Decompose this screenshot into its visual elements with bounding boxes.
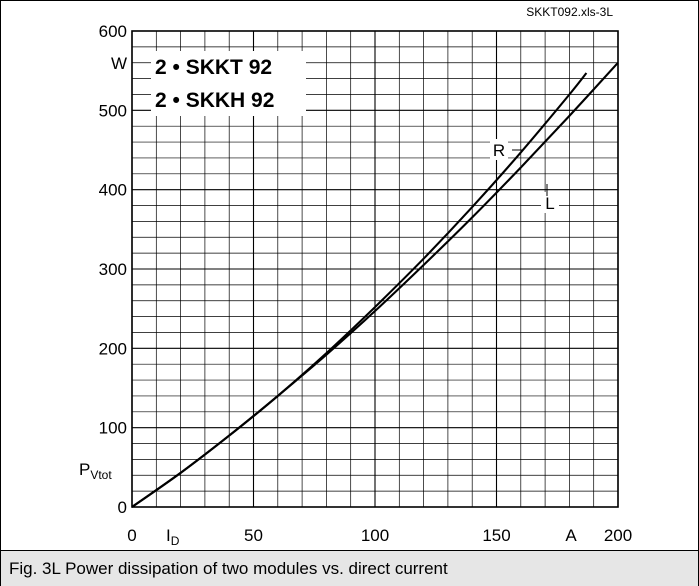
y-axis-symbol-main: P [79,460,90,479]
y-tick-label: 200 [99,339,127,358]
chart: R L 0 100 200 300 400 500 600 0 50 100 150 200 SKKT0… [1,1,698,550]
x-tick-label: 0 [127,526,136,545]
x-tick-label: 150 [482,526,510,545]
y-tick-label: 600 [99,22,127,41]
x-axis-symbol-sub: D [171,534,180,548]
y-tick-label: 500 [99,101,127,120]
y-tick-label: 0 [118,498,127,517]
y-unit-label: W [111,54,127,73]
y-axis-symbol: PVtot [79,460,112,482]
x-unit-label: A [565,526,577,545]
x-tick-label: 50 [244,526,263,545]
series-r-line [132,73,586,507]
chart-title-line-2: 2 • SKKH 92 [155,89,274,112]
y-axis-symbol-sub: Vtot [90,468,112,482]
y-tick-label: 300 [99,260,127,279]
caption-bar: Fig. 3L Power dissipation of two modules… [1,550,698,586]
x-tick-label: 100 [361,526,389,545]
series-r-label: R [493,141,505,160]
source-tag: SKKT092.xls-3L [526,5,613,19]
y-tick-label: 100 [99,419,127,438]
x-tick-label: 200 [604,526,632,545]
y-tick-label: 400 [99,181,127,200]
series-l-label: L [545,194,554,213]
figure-caption: Fig. 3L Power dissipation of two modules… [9,559,448,579]
chart-title-line-1: 2 • SKKT 92 [155,56,272,79]
x-axis-symbol: ID [166,526,180,548]
